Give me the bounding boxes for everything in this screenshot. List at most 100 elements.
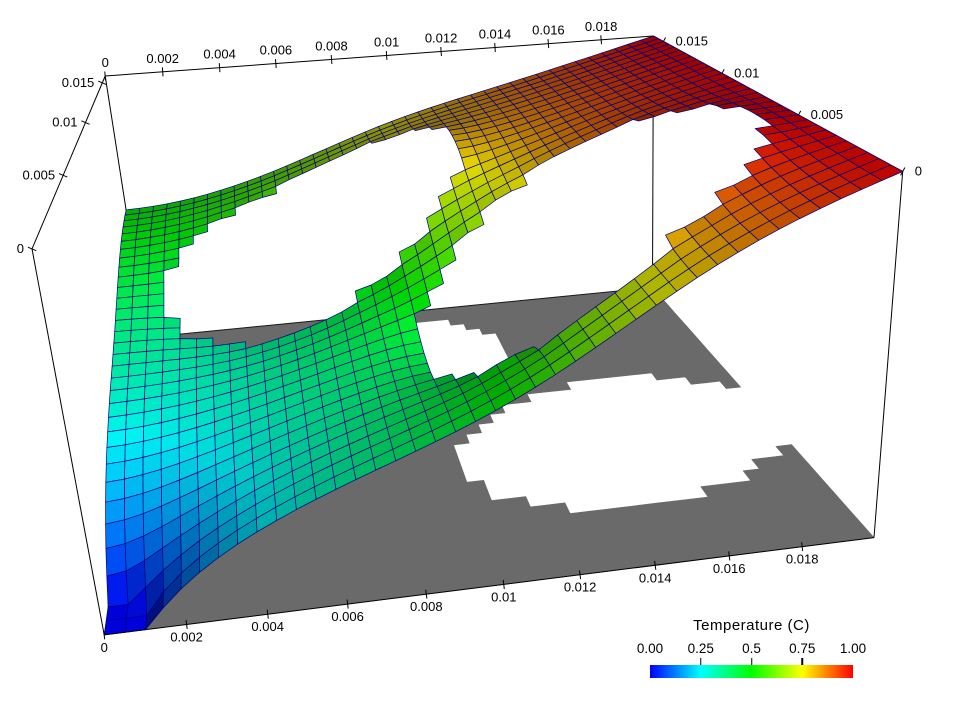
mesh-cell — [130, 328, 148, 342]
mesh-cell — [113, 329, 132, 344]
mesh-cell — [632, 113, 656, 122]
colorbar-tick-label: 0.00 — [636, 641, 664, 656]
mesh-cell — [130, 317, 149, 331]
mesh-cell — [131, 306, 149, 320]
axis-tick — [58, 173, 68, 178]
mesh-cell — [179, 338, 197, 350]
axis-tick-label: 0.01 — [374, 34, 399, 49]
mesh-cell — [413, 541, 436, 557]
mesh-cell — [466, 479, 488, 493]
axis-tick — [547, 39, 550, 49]
axis-tick-label: 0.016 — [713, 561, 746, 576]
mesh-cell — [105, 543, 127, 577]
axis-tick-label: 0.018 — [585, 19, 618, 34]
colorbar-ticks — [650, 657, 853, 665]
colorbar-tick-label: 1.00 — [839, 641, 867, 656]
axis-tick — [385, 50, 388, 60]
mesh-cell — [111, 352, 131, 367]
mesh-cell — [362, 572, 385, 589]
mesh-cell — [106, 429, 127, 448]
mesh-cell — [117, 275, 134, 288]
axis-tick-label: 0 — [915, 164, 922, 179]
mesh-cell — [106, 570, 129, 608]
axis-tick-label: 0.016 — [532, 23, 565, 38]
mesh-cell — [163, 327, 181, 340]
mesh-cell — [285, 582, 307, 599]
surface-plot: 0 0.002 0.004 0.006 0.008 0.01 0.012 0.014 0.016… — [17, 19, 922, 655]
mesh-cell — [131, 294, 149, 309]
mesh-cell — [129, 339, 148, 354]
axis-tick — [81, 120, 90, 125]
mesh-cell — [147, 304, 165, 319]
axis-tick — [440, 46, 442, 57]
axis-tick — [266, 609, 269, 619]
axis-tick — [275, 59, 277, 69]
axis-tick-label: 0.008 — [315, 39, 348, 54]
mesh-cell — [132, 283, 149, 298]
mesh-cell — [670, 105, 694, 114]
mesh-cell — [508, 496, 531, 510]
mesh-cell — [147, 293, 165, 307]
mesh-cell — [506, 174, 528, 192]
axis-tick-label: 0 — [102, 55, 109, 70]
mesh-cell — [410, 530, 433, 545]
mesh-cell — [341, 562, 363, 579]
mesh-cell — [146, 328, 165, 341]
axis-tick — [98, 80, 107, 86]
mesh-cell — [412, 124, 430, 132]
axis-tick — [346, 599, 349, 609]
mesh-cell — [378, 558, 402, 574]
mesh-cell — [265, 571, 286, 588]
axis-tick-label: 0.012 — [564, 580, 597, 595]
colorbar-gradient — [650, 665, 853, 678]
axis-tick — [494, 42, 496, 53]
axis-tick-label: 0 — [17, 241, 24, 256]
mesh-cell — [148, 270, 165, 285]
axis-tick-label: 0.005 — [811, 107, 844, 122]
axis-tick — [600, 35, 602, 45]
mesh-cell — [410, 291, 432, 315]
mesh-cell — [115, 307, 133, 321]
axis-tick — [654, 560, 657, 570]
mesh-cell — [147, 281, 165, 296]
mesh-cell — [163, 317, 181, 329]
axis-tick — [161, 67, 164, 77]
axis-tick — [801, 542, 804, 552]
colorbar-tick-label: 0.75 — [789, 641, 816, 656]
mesh-cell — [110, 364, 130, 379]
mesh-cell — [320, 552, 342, 568]
axis-tick-label: 0.005 — [23, 167, 56, 182]
mesh-cell — [226, 589, 248, 606]
axis-line — [104, 537, 875, 636]
axis-tick-label: 0.01 — [491, 589, 516, 604]
mesh-cell — [376, 546, 399, 562]
axis-tick-label: 0.01 — [734, 65, 759, 80]
mesh-cell — [115, 296, 133, 310]
mesh-cell — [146, 338, 164, 352]
mesh-cell — [423, 269, 444, 293]
axis-tick-label: 0.015 — [62, 75, 95, 90]
axis-tick-label: 0.018 — [786, 552, 819, 567]
mesh-cell — [162, 338, 181, 351]
axis-tick-label: 0.008 — [410, 599, 443, 614]
mesh-cell — [226, 576, 247, 593]
mesh-cell — [303, 567, 325, 583]
axis-tick-label: 0.012 — [425, 31, 458, 46]
axis-tick — [728, 551, 731, 561]
axis-tick-label: 0.01 — [52, 115, 77, 130]
mesh-cell — [419, 565, 443, 582]
axis-tick-label: 0.006 — [260, 43, 293, 58]
axis-tick — [502, 579, 505, 589]
axis-line — [31, 75, 106, 250]
mesh-cell — [323, 577, 346, 594]
colorbar-tick-label: 0.25 — [687, 641, 714, 656]
axis-tick-label: 0.006 — [331, 609, 364, 624]
color-legend: Temperature (C) 0.00 0.25 0.5 0.75 1.00 — [637, 617, 866, 678]
mesh-cell — [147, 317, 165, 330]
mesh-cell — [109, 375, 129, 391]
axis-tick — [579, 570, 582, 580]
mesh-cell — [431, 539, 454, 555]
mesh-cell — [463, 211, 485, 233]
